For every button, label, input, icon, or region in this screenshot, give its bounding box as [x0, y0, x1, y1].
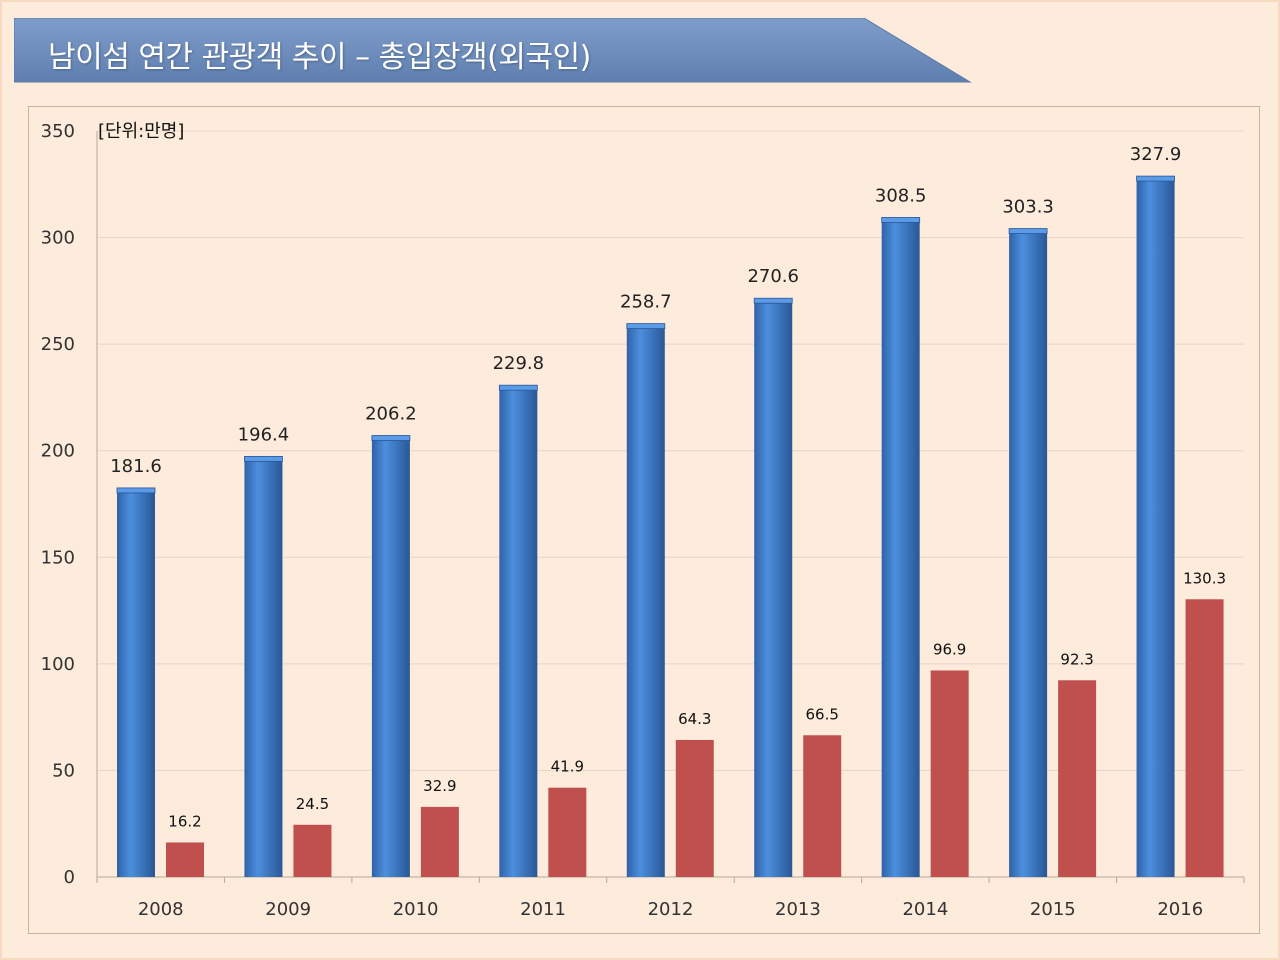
x-tick-label-2009: 2009	[265, 899, 311, 920]
x-tick-label-2016: 2016	[1157, 899, 1203, 920]
label-foreign-2014: 96.9	[933, 640, 966, 658]
bar-total-2016	[1136, 178, 1175, 878]
x-tick-label-2015: 2015	[1030, 899, 1076, 920]
y-tick-label-350: 350	[41, 121, 75, 142]
y-tick-label-150: 150	[41, 547, 75, 568]
bar-total-2011	[499, 387, 538, 877]
x-tick-label-2012: 2012	[648, 899, 694, 920]
x-tick-label-2013: 2013	[775, 899, 821, 920]
bar-total-2009	[244, 458, 283, 877]
label-total-2009: 196.4	[238, 424, 290, 445]
y-tick-label-50: 50	[52, 760, 75, 781]
label-foreign-2012: 64.3	[678, 710, 711, 728]
x-tick-label-2010: 2010	[393, 899, 439, 920]
bar-total-cap-2010	[371, 435, 411, 441]
axes: 0 50 100 150 200 250 300 350 2008 2009 2010 2011 201…	[41, 121, 1245, 920]
x-tick-label-2008: 2008	[138, 899, 184, 920]
label-foreign-2016: 130.3	[1183, 569, 1226, 587]
unit-label: [단위:만명]	[98, 121, 185, 142]
title-banner: 남이섬 연간 관광객 추이 – 총입장객(외국인)	[14, 18, 972, 84]
label-foreign-2009: 24.5	[296, 795, 329, 813]
y-tick-label-100: 100	[41, 654, 75, 675]
label-total-2016: 327.9	[1130, 144, 1182, 165]
bar-foreign-2011	[548, 787, 587, 877]
label-total-2013: 270.6	[747, 266, 799, 287]
bar-total-cap-2011	[498, 384, 538, 391]
y-tick-label-0: 0	[64, 867, 75, 888]
chart-title: 남이섬 연간 관광객 추이 – 총입장객(외국인)	[48, 40, 591, 75]
bar-total-cap-2014	[881, 217, 921, 223]
label-foreign-2015: 92.3	[1060, 650, 1093, 668]
bar-total-cap-2008	[116, 487, 156, 494]
y-tick-label-250: 250	[41, 334, 75, 355]
label-foreign-2013: 66.5	[806, 705, 839, 723]
x-tick-label-2014: 2014	[902, 899, 948, 920]
label-total-2012: 258.7	[620, 292, 672, 313]
bar-total-2013	[754, 300, 793, 877]
data-labels: 181.6 16.2 196.4 24.5 206.2 32.9 229.8 41.9 258.…	[110, 144, 1226, 830]
label-total-2010: 206.2	[365, 403, 417, 424]
x-tick-label-2011: 2011	[520, 899, 566, 920]
label-foreign-2010: 32.9	[423, 777, 456, 795]
bar-total-2015	[1009, 230, 1048, 877]
label-foreign-2011: 41.9	[551, 758, 584, 776]
gridlines	[97, 130, 1244, 771]
bar-total-2010	[371, 437, 410, 877]
bar-foreign-2008	[166, 842, 204, 877]
y-tick-label-200: 200	[41, 441, 75, 462]
bar-foreign-2014	[930, 670, 969, 877]
bar-total-cap-2015	[1008, 228, 1048, 234]
bar-foreign-2015	[1058, 680, 1097, 877]
label-total-2014: 308.5	[875, 185, 927, 206]
y-tick-label-300: 300	[41, 228, 75, 249]
label-total-2008: 181.6	[110, 456, 162, 477]
bars	[116, 175, 1224, 878]
bar-foreign-2013	[803, 735, 842, 877]
bar-total-2012	[626, 325, 665, 877]
label-foreign-2008: 16.2	[168, 812, 201, 830]
bar-total-cap-2016	[1136, 175, 1175, 182]
bar-total-2008	[117, 489, 155, 877]
label-total-2015: 303.3	[1002, 197, 1054, 218]
bar-total-cap-2012	[626, 323, 666, 329]
bar-total-cap-2013	[753, 297, 793, 304]
bar-foreign-2012	[675, 739, 714, 877]
bar-total-2014	[881, 219, 920, 877]
bar-foreign-2010	[420, 806, 459, 877]
title-banner-shape	[14, 18, 972, 83]
label-total-2011: 229.8	[493, 353, 545, 374]
bar-foreign-2009	[293, 824, 332, 877]
bar-total-cap-2009	[244, 455, 283, 462]
bar-foreign-2016	[1185, 599, 1224, 877]
